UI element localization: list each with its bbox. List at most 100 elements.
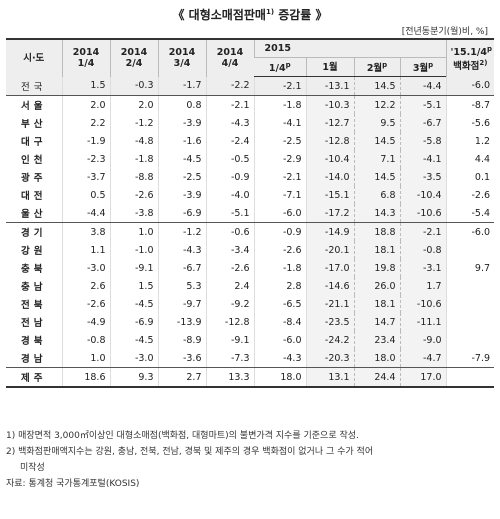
value-cell-m2: 18.1: [353, 241, 400, 259]
value-cell-m2: 24.4: [353, 367, 400, 388]
table-row: 경남 1.0 -3.0 -3.6 -7.3 -4.3 -20.3 18.0 -4.7 -7.9: [6, 349, 495, 368]
value-cell-q4: -0.9: [205, 168, 254, 186]
value-cell-m3: -9.0: [399, 331, 447, 349]
title-text: 《 대형소매점판매: [172, 8, 266, 22]
value-cell-q3: -3.6: [157, 349, 206, 368]
value-cell-q3: -9.7: [157, 295, 206, 313]
region-cell: 대전: [21, 191, 47, 202]
value-cell-q5: -2.1: [253, 168, 306, 186]
value-cell-dept: 9.7: [445, 259, 495, 277]
value-cell-m3: -10.4: [399, 186, 447, 204]
value-cell-q2: -1.2: [109, 114, 158, 132]
value-cell-q2: -3.0: [109, 349, 158, 368]
value-cell-m1: -12.8: [305, 132, 354, 150]
region-cell: 충남: [21, 282, 47, 293]
value-cell-m2: 14.5: [353, 76, 400, 96]
region-cell: 광주: [21, 173, 47, 184]
header-row-bottom: 1/4p 1월 2월p 3월p: [6, 57, 494, 77]
value-cell-q3: -8.9: [157, 331, 206, 349]
header-2014-q2: 2014 2/4: [109, 38, 158, 77]
table-row: 부산 2.2 -1.2 -3.9 -4.3 -4.1 -12.7 9.5 -6.7 -5.6: [6, 114, 495, 132]
value-cell-q4: 2.4: [205, 277, 254, 295]
region-cell: 충북: [21, 264, 47, 275]
value-cell-q4: -2.1: [205, 95, 254, 114]
value-cell-m2: 12.2: [353, 95, 400, 114]
value-cell-q1: -3.0: [61, 259, 110, 277]
title-text-end: 증감률 》: [274, 8, 328, 22]
value-cell-m1: -12.7: [305, 114, 354, 132]
value-cell-q4: -4.3: [205, 114, 254, 132]
value-cell-q3: -2.5: [157, 168, 206, 186]
table-row: 전남 -4.9 -6.9 -13.9 -12.8 -8.4 -23.5 14.7 -11.1: [6, 313, 495, 331]
value-cell-q2: -9.1: [109, 259, 158, 277]
table-body: 전국 1.5 -0.3 -1.7 -2.2 -2.1 -13.1 14.5 -4.4 -6.0 서울…: [6, 76, 495, 388]
value-cell-m2: 18.8: [353, 222, 400, 241]
value-cell-q5: -0.9: [253, 222, 306, 241]
value-cell-m1: -24.2: [305, 331, 354, 349]
value-cell-q5: -7.1: [253, 186, 306, 204]
region-cell: 경기: [21, 228, 47, 239]
value-cell-q3: 2.7: [157, 367, 206, 388]
value-cell-m2: 14.7: [353, 313, 400, 331]
value-cell-q3: -6.9: [157, 204, 206, 223]
table-row: 대전 0.5 -2.6 -3.9 -4.0 -7.1 -15.1 6.8 -10.4 -2.6: [6, 186, 495, 204]
table-row: 충북 -3.0 -9.1 -6.7 -2.6 -1.8 -17.0 19.8 -3.1 9.7: [6, 259, 495, 277]
value-cell-dept: -5.4: [445, 204, 495, 223]
table-row: 전국 1.5 -0.3 -1.7 -2.2 -2.1 -13.1 14.5 -4.4 -6.0: [6, 76, 495, 96]
value-cell-dept: [445, 295, 495, 313]
value-cell-q1: -0.8: [61, 331, 110, 349]
value-cell-m1: 13.1: [305, 367, 354, 388]
value-cell-q3: 5.3: [157, 277, 206, 295]
value-cell-m2: 26.0: [353, 277, 400, 295]
value-cell-m1: -17.2: [305, 204, 354, 223]
value-cell-q3: -4.5: [157, 150, 206, 168]
value-cell-q4: -2.6: [205, 259, 254, 277]
value-cell-m3: -11.1: [399, 313, 447, 331]
value-cell-m3: -10.6: [399, 295, 447, 313]
value-cell-q1: -3.7: [61, 168, 110, 186]
value-cell-q2: -8.8: [109, 168, 158, 186]
value-cell-q2: -6.9: [109, 313, 158, 331]
value-cell-q2: 2.0: [109, 95, 158, 114]
value-cell-q2: -1.8: [109, 150, 158, 168]
value-cell-q5: -1.8: [253, 95, 306, 114]
value-cell-m1: -23.5: [305, 313, 354, 331]
header-2015-q1: 1/4p: [254, 57, 306, 77]
value-cell-q1: -2.3: [61, 150, 110, 168]
value-cell-q4: -12.8: [205, 313, 254, 331]
value-cell-m3: -2.1: [399, 222, 447, 241]
value-cell-q5: -6.0: [253, 204, 306, 223]
footnote-2-cont: 미작성: [20, 463, 45, 473]
value-cell-m3: -3.5: [399, 168, 447, 186]
value-cell-q4: -7.3: [205, 349, 254, 368]
value-cell-q1: 1.5: [61, 76, 110, 96]
value-cell-m1: -10.3: [305, 95, 354, 114]
header-month-2: 2월p: [353, 57, 400, 77]
value-cell-m3: -3.1: [399, 259, 447, 277]
value-cell-m2: 14.3: [353, 204, 400, 223]
table-row: 인천 -2.3 -1.8 -4.5 -0.5 -2.9 -10.4 7.1 -4.1 4.4: [6, 150, 495, 168]
value-cell-q1: 1.1: [61, 241, 110, 259]
table-row: 대구 -1.9 -4.8 -1.6 -2.4 -2.5 -12.8 14.5 -5.8 1.2: [6, 132, 495, 150]
value-cell-q1: 1.0: [61, 349, 110, 368]
value-cell-m2: 18.1: [353, 295, 400, 313]
value-cell-m1: -13.1: [305, 76, 354, 96]
value-cell-m3: -5.8: [399, 132, 447, 150]
table-row: 서울 2.0 2.0 0.8 -2.1 -1.8 -10.3 12.2 -5.1 -8.7: [6, 95, 495, 114]
value-cell-q5: -6.0: [253, 331, 306, 349]
region-cell: 인천: [21, 155, 47, 166]
value-cell-m3: 17.0: [399, 367, 447, 388]
table-row: 강원 1.1 -1.0 -4.3 -3.4 -2.6 -20.1 18.1 -0.8: [6, 241, 495, 259]
value-cell-m1: -21.1: [305, 295, 354, 313]
value-cell-dept: -6.0: [445, 76, 495, 96]
value-cell-q5: -4.3: [253, 349, 306, 368]
value-cell-m3: -4.7: [399, 349, 447, 368]
region-cell: 울산: [6, 204, 62, 223]
footnote-1: 1) 매장면적 3,000㎡이상인 대형소매점(백화점, 대형마트)의 불변가격…: [6, 431, 359, 441]
value-cell-q3: -1.7: [157, 76, 206, 96]
value-cell-q3: -6.7: [157, 259, 206, 277]
value-cell-dept: 1.2: [445, 132, 495, 150]
value-cell-m1: -20.3: [305, 349, 354, 368]
header-dept-store: '15.1/4p 백화점2): [445, 38, 495, 77]
value-cell-m2: 23.4: [353, 331, 400, 349]
